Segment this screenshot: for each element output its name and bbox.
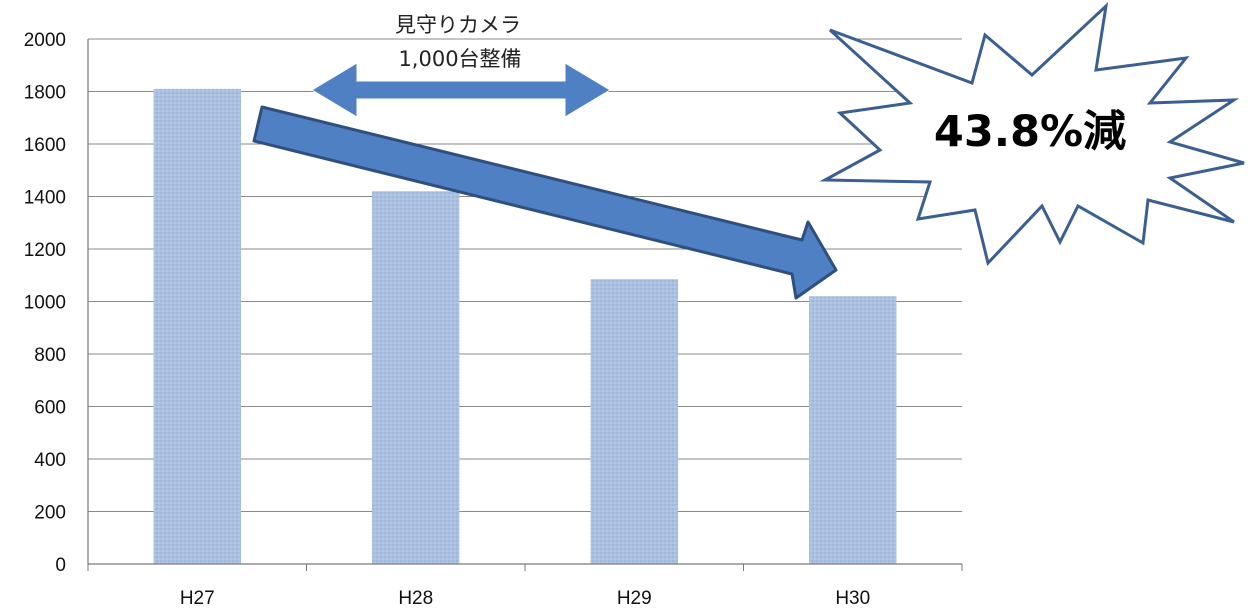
double-arrow-icon [311, 62, 611, 118]
axes [87, 39, 963, 571]
starburst-icon [819, 1, 1245, 267]
x-tick-label: H29 [617, 588, 652, 608]
reduction-label: 43.8%減 [934, 107, 1126, 157]
y-tick-label: 200 [34, 503, 66, 524]
trend-arrow-icon [252, 105, 838, 300]
bar-h27 [153, 88, 241, 564]
x-tick-label: H30 [835, 588, 870, 608]
bar-h30 [809, 296, 897, 564]
y-tick-label: 1600 [24, 135, 66, 156]
y-tick-labels: 0 200 400 600 800 1000 1200 1400 1600 1800 2000 [24, 30, 66, 576]
y-tick-label: 1800 [24, 83, 66, 104]
y-tick-label: 1200 [24, 240, 66, 261]
bars [153, 88, 897, 564]
x-tick-label: H27 [180, 588, 215, 608]
y-tick-label: 1400 [24, 188, 66, 209]
y-tick-label: 800 [34, 345, 66, 366]
x-tick-label: H28 [398, 588, 433, 608]
camera-note-line2: 1,000台整備 [398, 47, 521, 71]
y-tick-label: 400 [34, 450, 66, 471]
camera-note-line1: 見守りカメラ [395, 13, 521, 37]
y-tick-label: 600 [34, 398, 66, 419]
y-tick-label: 0 [55, 555, 66, 576]
x-tick-labels: H27 H28 H29 H30 [180, 588, 870, 608]
y-tick-label: 2000 [24, 30, 66, 51]
bar-h29 [590, 279, 678, 564]
bar-h28 [372, 191, 460, 564]
y-tick-label: 1000 [24, 293, 66, 314]
